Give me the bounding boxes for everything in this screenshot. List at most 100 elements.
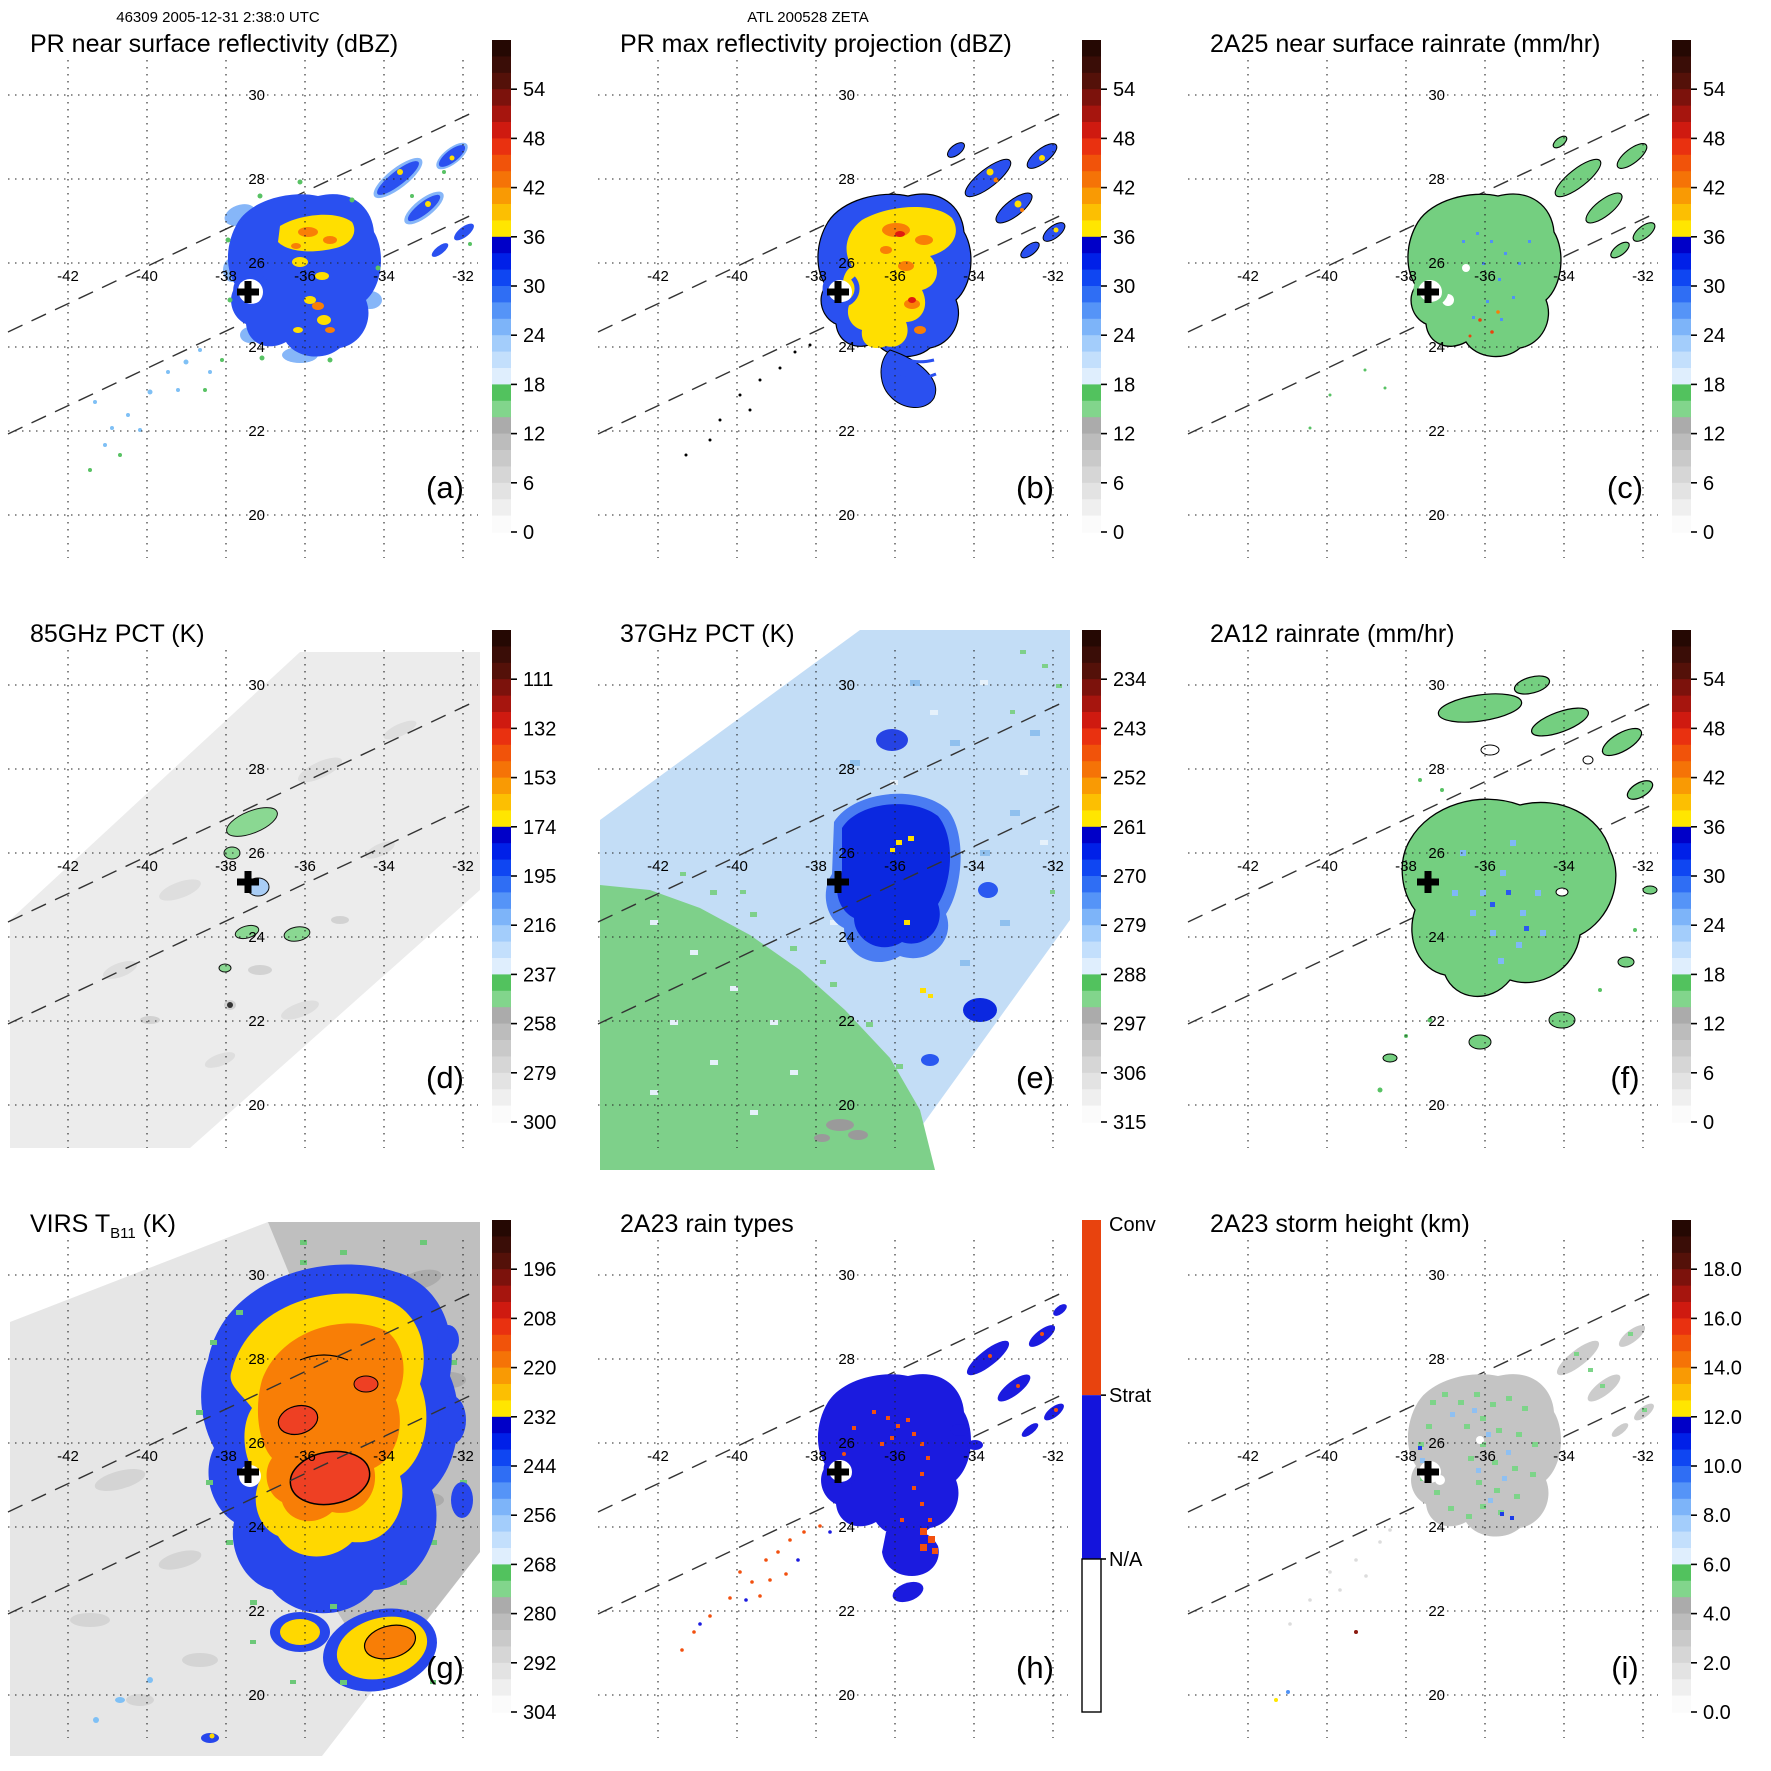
colorbar-tick-label: 30 [1113,276,1135,298]
colorbar-segment [492,958,511,975]
panel-c-canvas: 2A25 near surface rainrate (mm/hr) -42 -4… [1187,30,1725,558]
colorbar-segment [1082,1007,1101,1025]
colorbar-segment [492,1498,511,1516]
lon-label: -40 [726,1448,748,1465]
lat-label: 24 [1428,1519,1445,1536]
panel-a-canvas: 46309 2005-12-31 2:38:0 UTC PR near surf… [7,9,545,558]
colorbar-segment [1082,646,1101,664]
lon-label: -42 [647,1448,669,1465]
lat-label: 30 [248,677,265,694]
colorbar-segment [1082,105,1101,123]
lon-label: -32 [1632,858,1654,875]
panel-title: PR max reflectivity projection (dBZ) [620,30,1012,58]
colorbar-tick-label: 12.0 [1703,1407,1742,1429]
map-grid: -42 -40 -38 -36 -34 -32 30 28 26 24 22 20 [598,60,1068,558]
lat-label: 30 [838,677,855,694]
colorbar-tick-label: 315 [1113,1112,1146,1134]
colorbar-tick-label: 24 [1703,915,1725,937]
lon-label: -36 [884,858,906,875]
lat-label: 24 [838,929,855,946]
colorbar-segment [492,56,511,74]
panel-c: 2A25 near surface rainrate (mm/hr) -42 -4… [1180,0,1771,590]
colorbar-tick-label: 258 [523,1014,556,1036]
colorbar-segment [1672,1548,1691,1565]
colorbar-segment [492,679,511,697]
panel-letter: (h) [1016,1650,1054,1685]
colorbar-tick-label: 54 [1703,79,1725,101]
colorbar-segment [1672,269,1691,287]
lon-label: -36 [884,1448,906,1465]
colorbar-segment [492,171,511,189]
colorbar-segment [1082,630,1101,647]
colorbar-tick-label: 232 [523,1407,556,1429]
lon-label: -38 [215,1448,237,1465]
colorbar-segment [492,744,511,762]
colorbar-segment [492,1613,511,1631]
colorbar-segment [1082,40,1101,57]
colorbar-segment [492,843,511,861]
colorbar-segment [1082,433,1101,451]
colorbar-tick-label: 304 [523,1702,556,1724]
colorbar-tick-label: 220 [523,1358,556,1380]
colorbar-segment [492,466,511,484]
colorbar-tick-label: 48 [1703,128,1725,150]
panel-i-canvas: 2A23 storm height (km) -42 -40 -38 -36 -34 -3… [1187,1210,1742,1738]
colorbar-segment [1672,810,1691,828]
storm-center-marker [827,281,849,303]
colorbar-segment [1672,1449,1691,1467]
colorbar-segment [1672,1269,1691,1287]
lat-label: 22 [838,423,855,440]
colorbar-segment [1082,679,1101,697]
colorbar-segment [1082,56,1101,74]
colorbar-segment [492,1515,511,1533]
lon-label: -38 [215,268,237,285]
colorbar-tick-label: 153 [523,768,556,790]
colorbar-segment [492,1220,511,1237]
colorbar-segment [1082,302,1101,320]
colorbar-segment [1082,958,1101,975]
lat-label: 20 [248,507,265,524]
lon-label: -38 [805,858,827,875]
lat-label: 28 [1428,761,1445,778]
lon-label: -34 [373,268,395,285]
colorbar-segment [1672,72,1691,90]
colorbar-segment [492,1662,511,1680]
colorbar-segment [1672,433,1691,451]
colorbar-segment [1672,1285,1691,1303]
colorbar-segment [492,384,511,402]
colorbar-segment [492,1580,511,1598]
colorbar-segment [492,450,511,467]
colorbar-segment [492,1105,511,1123]
lat-label: 24 [248,1519,265,1536]
colorbar-segment [1672,974,1691,992]
colorbar-segment [492,1679,511,1697]
lat-label: 26 [248,845,265,862]
map-grid: -42 -40 -38 -36 -34 -32 30 28 26 24 22 20 [8,60,478,558]
colorbar-tick-label: 18 [1113,374,1135,396]
map-grid: -42 -40 -38 -36 -34 -32 30 28 26 24 22 20 [8,1240,478,1738]
lon-label: -34 [1553,858,1575,875]
colorbar-segment [492,1252,511,1270]
colorbar-tick-label: 6.0 [1703,1554,1731,1576]
colorbar-segment [1082,400,1101,418]
colorbar-segment [1672,1089,1691,1107]
colorbar-segment [492,1384,511,1401]
lat-label: 26 [1428,845,1445,862]
colorbar-segment [492,1416,511,1434]
colorbar-segment [492,1072,511,1090]
lat-label: 30 [838,87,855,104]
colorbar-segment [492,662,511,680]
lon-label: -34 [1553,268,1575,285]
colorbar-segment [1672,1318,1691,1336]
colorbar-segment [1672,1498,1691,1516]
colorbar-segment [492,1695,511,1713]
colorbar-segment [492,941,511,959]
lat-label: 24 [248,929,265,946]
lon-label: -40 [726,268,748,285]
storm-center-marker [237,281,259,303]
panel-e-canvas: 37GHz PCT (K) -42 -40 -38 -36 -34 -32 30 28 26 24… [597,620,1146,1170]
colorbar-tick-label: 132 [523,718,556,740]
colorbar-tick-label: 12 [1113,424,1135,446]
pct85-raster [10,652,480,1148]
colorbar-tick-label: 8.0 [1703,1505,1731,1527]
